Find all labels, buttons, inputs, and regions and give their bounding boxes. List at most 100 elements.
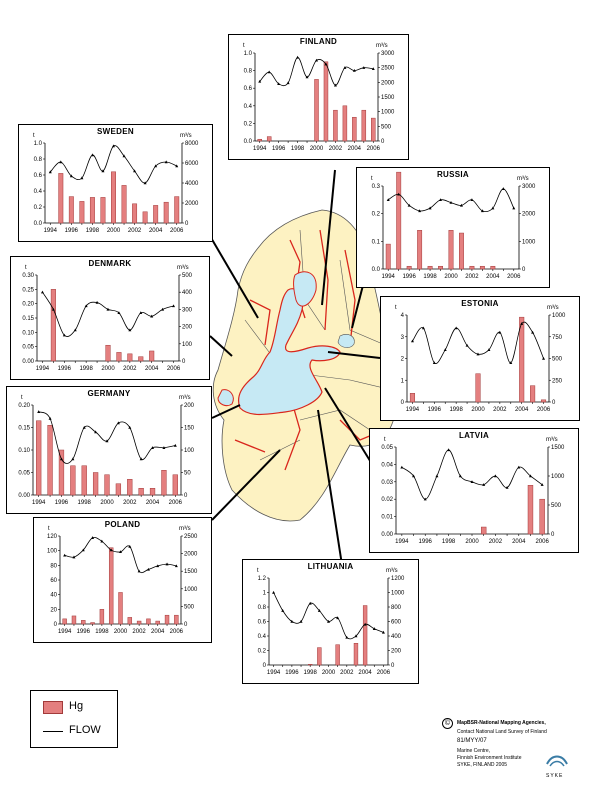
hg-bar: [118, 592, 123, 625]
flow-point: [90, 153, 94, 157]
x-tick-label: 2006: [170, 228, 184, 234]
flow-point: [81, 548, 85, 552]
x-tick-label: 2002: [465, 274, 479, 280]
y-tick-label: 0.03: [381, 480, 393, 486]
hg-bar: [100, 197, 106, 224]
x-tick-label: 1998: [79, 366, 93, 372]
y-tick-label: 0.0: [34, 221, 43, 227]
flow-point: [272, 590, 276, 594]
y-tick-label: 0.00: [18, 493, 30, 499]
x-tick-label: 2002: [123, 366, 137, 372]
y2-tick-label: 2500: [184, 534, 198, 540]
y-tick-label: 4: [401, 313, 405, 319]
right-unit-label: m³/s: [386, 568, 398, 574]
flow-point: [458, 474, 462, 478]
y2-tick-label: 1200: [391, 576, 405, 582]
x-tick-label: 1996: [55, 500, 69, 506]
x-tick-label: 2006: [170, 629, 184, 635]
flow-point: [410, 339, 414, 343]
flow-point: [336, 616, 340, 620]
hg-bar: [127, 479, 133, 496]
hg-bar: [104, 474, 110, 496]
y-tick-label: 40: [50, 593, 57, 599]
y2-tick-label: 1500: [551, 445, 565, 451]
flow-point: [372, 627, 376, 630]
x-tick-label: 1996: [285, 670, 299, 676]
hg-bar: [406, 265, 412, 270]
hg-bar: [323, 61, 329, 142]
x-tick-label: 1996: [428, 407, 442, 413]
hg-bar: [161, 470, 167, 496]
y2-tick-label: 1000: [551, 474, 565, 480]
hg-bar: [448, 230, 454, 270]
right-unit-label: m³/s: [179, 526, 191, 532]
y-tick-label: 3: [401, 335, 405, 341]
hg-bar: [174, 614, 179, 625]
x-tick-label: 1996: [402, 274, 416, 280]
hg-bar: [459, 232, 464, 270]
y2-tick-label: 8000: [185, 141, 199, 147]
y-tick-label: 0.6: [244, 86, 253, 92]
x-tick-label: 2004: [515, 407, 529, 413]
x-tick-label: 1998: [442, 539, 456, 545]
flow-point: [333, 83, 337, 87]
flow-point: [40, 290, 44, 294]
chart-estonia: ESTONIA t m³/s 0 1 2 3 4 0 250 500 750 1000 1994 1996 1…: [380, 296, 580, 421]
hg-bar: [136, 620, 142, 625]
hg-bar: [127, 617, 133, 625]
y-tick-label: 20: [50, 607, 57, 613]
x-tick-label: 2006: [367, 146, 381, 152]
chart-svg: t m³/s 0.0 0.2 0.4 0.6 0.8 1.0 0 500 1000 1500 2000 2…: [243, 43, 395, 152]
x-tick-label: 1994: [406, 407, 420, 413]
x-tick-label: 2004: [486, 274, 500, 280]
x-tick-label: 1994: [36, 366, 50, 372]
x-tick-label: 2002: [132, 629, 146, 635]
flow-point: [139, 311, 143, 315]
flow-point: [454, 326, 458, 330]
y-tick-label: 0.8: [244, 69, 253, 75]
flow-point: [480, 209, 484, 213]
chart-title: DENMARK: [88, 259, 132, 268]
flow-point: [91, 536, 95, 539]
y2-tick-label: 1500: [184, 569, 198, 575]
y2-tick-label: 500: [184, 604, 195, 610]
x-tick-label: 1998: [95, 629, 109, 635]
flow-point: [512, 206, 516, 210]
y-tick-label: 0.05: [18, 471, 30, 477]
y2-tick-label: 0: [522, 267, 526, 273]
y-tick-label: 0.2: [372, 212, 381, 218]
flow-point: [487, 348, 491, 351]
kattegat: [217, 389, 234, 407]
chart-svg: t m³/s 0.0 0.2 0.4 0.6 0.8 1.0 0 2000 4000 6000 8000…: [33, 133, 199, 234]
y-tick-label: 0.0: [244, 139, 253, 145]
x-tick-label: 2000: [310, 146, 324, 152]
left-unit-label: t: [257, 568, 259, 574]
y-tick-label: 0.4: [258, 634, 267, 640]
credit-line: Marine Centre,: [457, 748, 491, 754]
flow-point: [299, 619, 303, 623]
hg-bar: [257, 138, 262, 142]
baltic-sea: [238, 288, 341, 416]
x-tick-label: 1996: [77, 629, 91, 635]
flow-point: [465, 343, 469, 347]
flow-point: [286, 81, 290, 85]
y-tick-label: 0: [401, 400, 405, 406]
y-tick-label: 0.1: [372, 239, 381, 245]
flow-point: [267, 70, 271, 74]
y2-tick-label: 200: [184, 403, 195, 409]
hg-bar: [417, 230, 423, 270]
hg-bar: [36, 420, 42, 496]
flow-point: [520, 322, 524, 325]
hg-bar: [132, 203, 138, 224]
y2-tick-label: 3000: [522, 184, 536, 190]
flow-point: [94, 430, 98, 434]
flow-point: [139, 457, 143, 461]
copyright-icon: ©: [442, 718, 453, 729]
flow-point: [175, 164, 179, 168]
y2-tick-label: 300: [182, 307, 193, 313]
chart-title: RUSSIA: [436, 170, 470, 179]
flow-point: [352, 69, 356, 72]
x-tick-label: 1994: [58, 629, 72, 635]
hg-bar: [58, 173, 64, 224]
y-tick-label: 0.0: [372, 267, 381, 273]
